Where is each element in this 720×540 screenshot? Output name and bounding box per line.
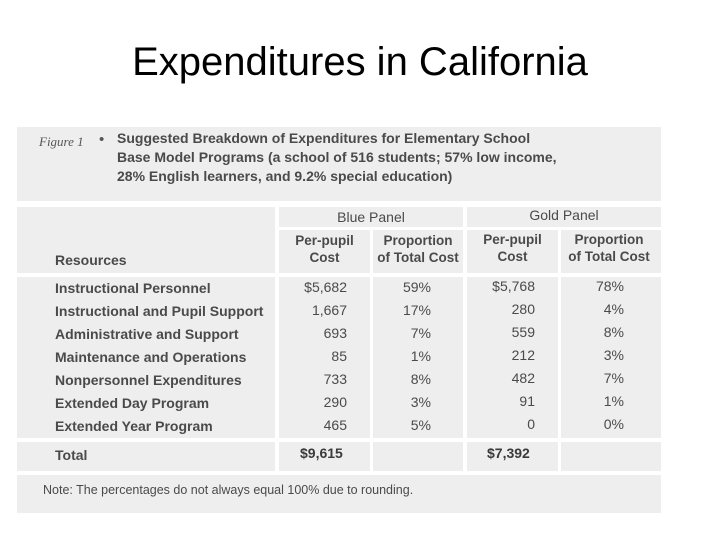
total-rule [17, 438, 661, 442]
cell-blue-proportion: 3% [410, 394, 431, 410]
cell-gold-cost: 559 [511, 324, 535, 340]
col-header-line: Per-pupil [483, 232, 542, 247]
col-header-line: Proportion [383, 233, 453, 248]
figure-scan: Figure 1 • Suggested Breakdown of Expend… [17, 127, 661, 513]
header-rule [17, 201, 661, 207]
cell-blue-cost: 693 [323, 325, 347, 341]
row-resource: Extended Year Program [55, 418, 213, 434]
cell-gold-cost: 280 [511, 301, 535, 317]
cell-gold-proportion: 8% [603, 324, 624, 340]
col-header-blue-cost: Per-pupil Cost [279, 232, 370, 266]
cell-blue-cost: 1,667 [311, 302, 347, 318]
cell-blue-proportion: 5% [410, 417, 431, 433]
figure-bullet: • [99, 131, 105, 148]
footnote: Note: The percentages do not always equa… [43, 483, 414, 497]
total-blue-cost: $9,615 [300, 445, 343, 461]
panel-rule [279, 227, 661, 230]
row-resource: Instructional Personnel [55, 280, 211, 296]
column-divider [370, 227, 373, 475]
column-divider [275, 201, 279, 475]
cell-blue-proportion: 7% [410, 325, 431, 341]
caption-line: Base Model Programs (a school of 516 stu… [117, 149, 557, 165]
caption-line: 28% English learners, and 9.2% special e… [117, 168, 453, 184]
cell-gold-proportion: 0% [603, 416, 624, 432]
row-resource: Maintenance and Operations [55, 349, 247, 365]
row-resource: Instructional and Pupil Support [55, 303, 264, 319]
col-header-line: of Total Cost [377, 250, 459, 265]
cell-blue-proportion: 17% [402, 302, 431, 318]
total-label: Total [55, 447, 88, 463]
cell-gold-cost: 482 [511, 370, 535, 386]
figure-caption: Suggested Breakdown of Expenditures for … [117, 129, 637, 186]
cell-gold-proportion: 3% [603, 347, 624, 363]
col-header-line: Cost [497, 249, 528, 264]
cell-gold-cost: 91 [519, 393, 535, 409]
col-header-gold-cost: Per-pupil Cost [467, 231, 558, 265]
col-header-line: Cost [309, 250, 340, 265]
caption-line: Suggested Breakdown of Expenditures for … [117, 130, 531, 146]
resources-header: Resources [55, 252, 127, 268]
cell-blue-proportion: 8% [410, 371, 431, 387]
col-header-line: of Total Cost [568, 249, 650, 264]
total-gold-cost: $7,392 [487, 445, 530, 461]
row-resource: Administrative and Support [55, 326, 239, 342]
col-header-blue-proportion: Proportion of Total Cost [373, 232, 463, 266]
cell-blue-proportion: 59% [402, 279, 431, 295]
cell-gold-proportion: 1% [603, 393, 624, 409]
cell-blue-cost: 290 [323, 394, 347, 410]
cell-gold-proportion: 78% [595, 278, 624, 294]
resources-rule [17, 273, 661, 277]
cell-gold-proportion: 4% [603, 301, 624, 317]
row-resource: Nonpersonnel Expenditures [55, 372, 242, 388]
blue-panel-header: Blue Panel [337, 209, 405, 225]
cell-gold-cost: 0 [527, 416, 535, 432]
column-divider [463, 201, 467, 475]
cell-gold-proportion: 7% [603, 370, 624, 386]
bottom-rule [17, 471, 661, 475]
cell-blue-cost: 733 [323, 371, 347, 387]
cell-blue-cost: 85 [331, 348, 347, 364]
col-header-line: Per-pupil [295, 233, 354, 248]
cell-blue-proportion: 1% [410, 348, 431, 364]
slide-title: Expenditures in California [132, 40, 588, 84]
column-divider [558, 227, 561, 475]
col-header-line: Proportion [574, 232, 644, 247]
cell-blue-cost: 465 [323, 417, 347, 433]
cell-blue-cost: $5,682 [304, 279, 347, 295]
cell-gold-cost: 212 [511, 347, 535, 363]
gold-panel-header: Gold Panel [529, 207, 599, 223]
row-resource: Extended Day Program [55, 395, 210, 411]
col-header-gold-proportion: Proportion of Total Cost [561, 231, 657, 265]
cell-gold-cost: $5,768 [492, 278, 535, 294]
figure-label: Figure 1 [39, 134, 84, 149]
